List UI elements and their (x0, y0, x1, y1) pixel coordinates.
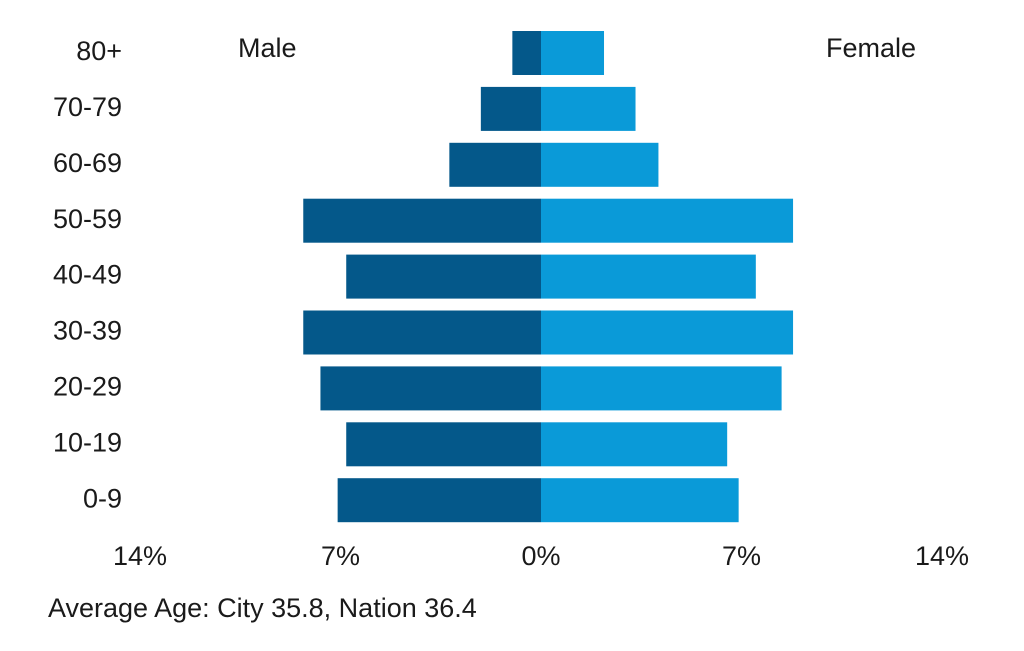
bar (541, 254, 756, 299)
x-tick-label: 7% (321, 541, 360, 571)
bar (541, 310, 794, 355)
bar (541, 31, 605, 75)
bar (337, 478, 541, 523)
y-tick-label: 80+ (76, 36, 122, 66)
x-tick-label: 14% (915, 541, 969, 571)
bar (541, 422, 728, 467)
bar (303, 310, 541, 355)
annotation: Average Age: City 35.8, Nation 36.4 (48, 593, 477, 623)
bar (346, 422, 541, 467)
y-tick-label: 20-29 (53, 372, 122, 402)
y-tick-label: 40-49 (53, 260, 122, 290)
bar (303, 198, 541, 243)
bar (512, 31, 541, 75)
bar (541, 366, 782, 411)
y-tick-label: 50-59 (53, 204, 122, 234)
bar (541, 142, 659, 187)
bar (541, 86, 636, 131)
bar (346, 254, 541, 299)
series-label: Male (238, 33, 297, 63)
y-tick-label: 60-69 (53, 148, 122, 178)
bar (449, 142, 541, 187)
bar (320, 366, 541, 411)
x-tick-label: 0% (521, 541, 560, 571)
series-label: Female (826, 33, 916, 63)
bar (480, 86, 541, 131)
y-tick-label: 30-39 (53, 316, 122, 346)
bar (541, 478, 739, 523)
x-tick-label: 7% (722, 541, 761, 571)
y-tick-label: 70-79 (53, 92, 122, 122)
bar (541, 198, 794, 243)
y-tick-label: 10-19 (53, 427, 122, 457)
x-tick-label: 14% (113, 541, 167, 571)
y-tick-label: 0-9 (83, 483, 122, 513)
